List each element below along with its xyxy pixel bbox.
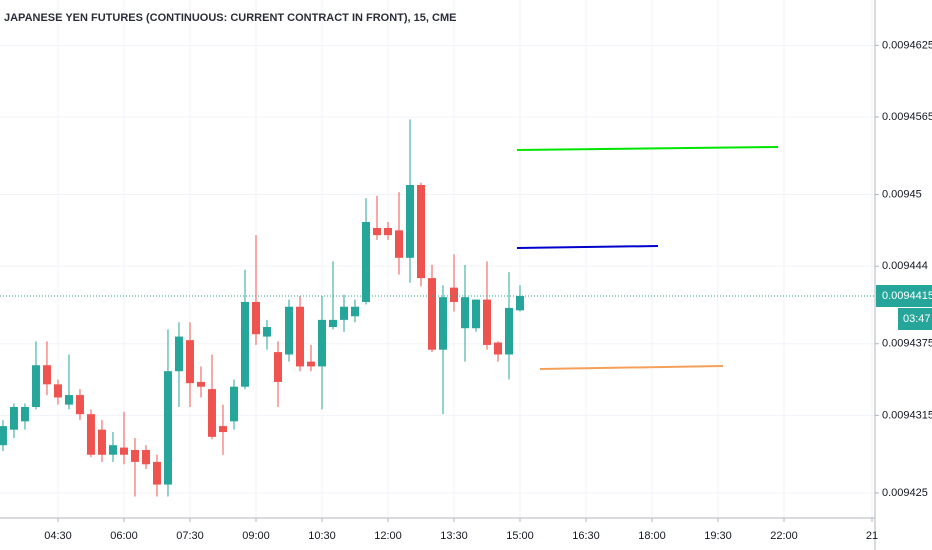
x-tick-label: 09:00 (242, 530, 270, 542)
drawn-line (516, 146, 779, 151)
candle-body (516, 296, 525, 311)
x-tick-label: 21 (866, 530, 878, 542)
last-price-label: 0.0094415 (882, 290, 932, 302)
candle-body (185, 340, 194, 384)
candle-body (42, 365, 51, 385)
countdown-label: 03:47 (903, 313, 931, 325)
grid (0, 0, 875, 518)
candle-body (108, 445, 117, 455)
candle-body (152, 461, 161, 485)
candle-body (86, 414, 95, 455)
y-tick-label: 0.009425 (882, 487, 928, 499)
candle-body (328, 319, 337, 328)
x-tick-label: 15:00 (506, 530, 534, 542)
last-price-box (876, 285, 932, 307)
candle-body (505, 307, 514, 355)
candle-body (295, 306, 304, 367)
x-tick-label: 10:30 (308, 530, 336, 542)
candle-body (251, 301, 260, 335)
candle-body (317, 319, 326, 367)
candle-body (174, 336, 183, 372)
candle-body (262, 327, 271, 337)
candle-body (416, 185, 425, 279)
candle-body (240, 301, 249, 387)
x-tick-label: 04:30 (44, 530, 72, 542)
x-tick-label: 06:00 (110, 530, 138, 542)
candle-body (472, 299, 481, 329)
time-axis (0, 518, 875, 550)
candle-body (229, 386, 238, 422)
countdown-box (898, 308, 932, 330)
chart-title: JAPANESE YEN FUTURES (CONTINUOUS: CURREN… (4, 12, 456, 24)
candle-body (450, 287, 459, 302)
candle-body (64, 395, 73, 405)
y-tick-label: 0.0094375 (882, 338, 932, 350)
y-tick-label: 0.0094625 (882, 39, 932, 51)
candle-body (372, 227, 381, 236)
x-tick-label: 19:30 (704, 530, 732, 542)
candle-body (218, 426, 227, 433)
candle-body (350, 306, 359, 317)
candle-body (130, 449, 139, 462)
x-tick-label: 07:30 (176, 530, 204, 542)
candle-body (97, 429, 106, 455)
y-tick-label: 0.00945 (882, 188, 922, 200)
x-tick-label: 22:00 (770, 530, 798, 542)
y-tick-label: 0.0094315 (882, 409, 932, 421)
axes: 0.0094625 0.0094565 0.00945 0.009444 0.00943… (44, 39, 932, 542)
candle-body (196, 381, 205, 387)
candle-body (306, 361, 315, 367)
candle-body (339, 306, 348, 320)
x-tick-label: 16:30 (572, 530, 600, 542)
candle-body (9, 407, 18, 430)
x-tick-label: 12:00 (374, 530, 402, 542)
candle-body (207, 389, 216, 437)
candle-body (20, 407, 29, 422)
candle-body (483, 299, 492, 345)
candle-body (141, 449, 150, 465)
candles (0, 119, 875, 497)
candle-body (53, 384, 62, 398)
candle-body (31, 365, 40, 407)
x-tick-label: 18:00 (638, 530, 666, 542)
candle-body (494, 342, 503, 355)
candle-body (0, 426, 7, 446)
candle-body (461, 297, 470, 329)
candle-body (405, 185, 414, 258)
drawn-line (539, 365, 724, 370)
candle-body (75, 395, 84, 415)
candle-body (361, 222, 370, 302)
candle-body (273, 352, 282, 382)
candle-body (284, 306, 293, 355)
candle-body (163, 371, 172, 485)
price-axis (875, 0, 932, 550)
candle-body (439, 297, 448, 350)
x-tick-label: 13:30 (440, 530, 468, 542)
drawn-line (516, 245, 659, 249)
candle-body (427, 278, 436, 350)
candle-body (394, 230, 403, 258)
y-tick-label: 0.009444 (882, 260, 928, 272)
candle-body (383, 227, 392, 236)
candle-body (119, 447, 128, 455)
y-tick-label: 0.0094565 (882, 111, 932, 123)
